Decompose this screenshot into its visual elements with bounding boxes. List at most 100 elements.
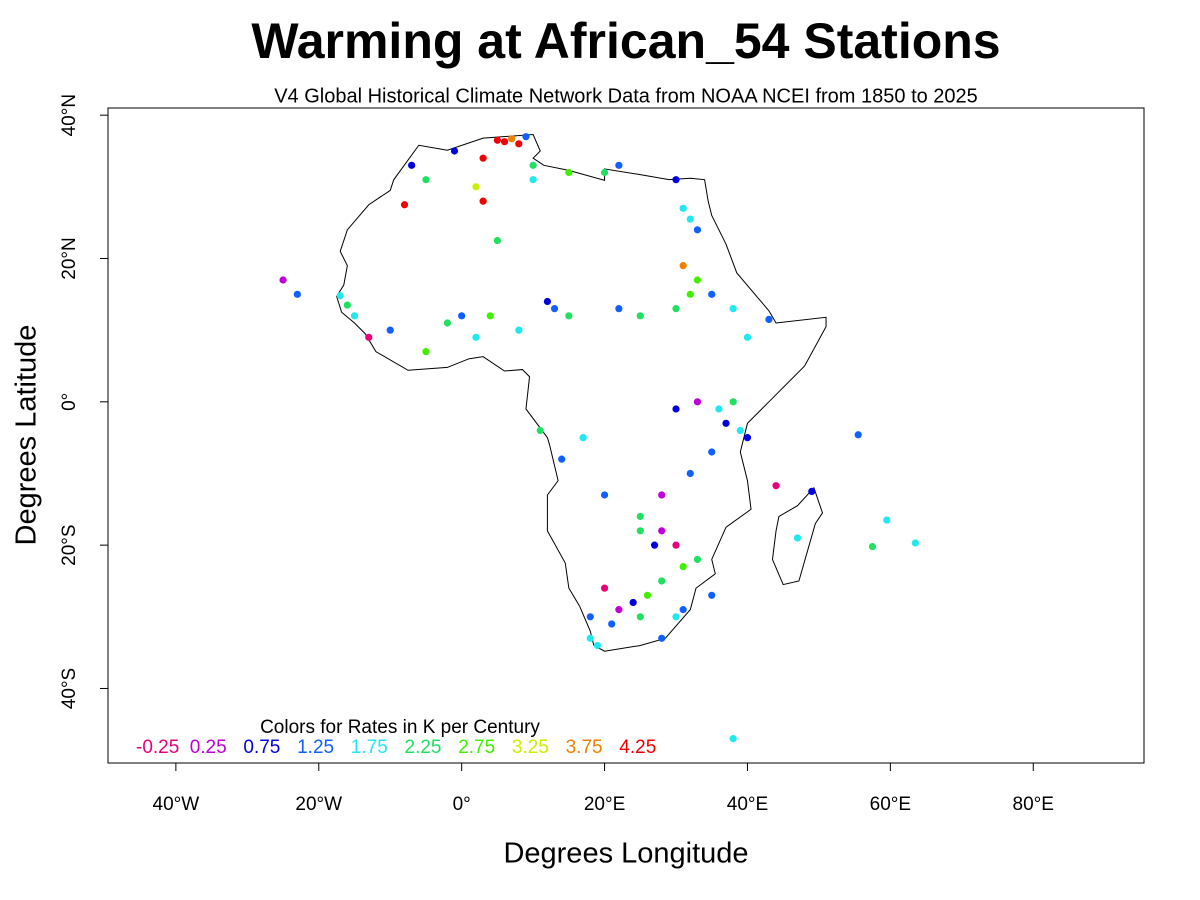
station	[643, 591, 652, 599]
chart-title: Warming at African_54 Stations	[251, 13, 1000, 69]
x-tick-label: 0°	[453, 794, 471, 815]
y-tick-label: 40°N	[59, 94, 80, 136]
station	[343, 301, 351, 309]
chart-subtitle: V4 Global Historical Climate Network Dat…	[274, 85, 978, 107]
station	[636, 527, 644, 535]
station	[586, 613, 594, 621]
station	[593, 641, 602, 650]
station	[336, 292, 344, 300]
station	[479, 197, 487, 205]
station	[650, 541, 659, 549]
station	[686, 215, 694, 223]
station	[608, 620, 616, 628]
station	[708, 290, 716, 298]
station	[743, 333, 752, 341]
station	[911, 539, 919, 547]
station	[536, 426, 544, 435]
station	[679, 204, 687, 212]
station	[629, 598, 637, 607]
station	[558, 455, 566, 463]
station	[672, 405, 680, 413]
legend-entry: 2.75	[458, 737, 495, 758]
station	[658, 491, 666, 499]
station	[400, 201, 409, 209]
legend-entry: 3.25	[512, 737, 549, 758]
legend-entry: 3.75	[566, 737, 603, 758]
coastline	[771, 486, 824, 586]
station	[443, 319, 451, 327]
y-axis-label: Degrees Latitude	[11, 325, 43, 546]
station	[493, 236, 501, 245]
station	[486, 312, 494, 320]
station	[686, 469, 694, 478]
station	[350, 312, 359, 320]
station	[658, 527, 666, 535]
station	[854, 431, 862, 439]
coastline	[336, 133, 827, 652]
station	[515, 140, 523, 148]
station	[693, 226, 702, 234]
legend-entry: 4.25	[619, 737, 656, 758]
y-tick-label: 0°	[59, 393, 80, 411]
station	[679, 262, 687, 270]
station	[565, 168, 573, 177]
station	[868, 542, 877, 551]
station	[883, 516, 891, 524]
station	[743, 434, 752, 442]
station	[579, 434, 587, 442]
station	[500, 138, 509, 146]
station	[615, 161, 623, 169]
legend-entry: 0.75	[243, 737, 280, 758]
station	[600, 168, 609, 177]
station	[708, 591, 716, 599]
x-tick-label: 40°E	[727, 794, 768, 815]
station	[472, 183, 480, 191]
station	[458, 312, 466, 320]
station	[472, 333, 480, 341]
station	[672, 305, 680, 313]
station	[600, 491, 609, 499]
y-tick-label: 20°N	[59, 237, 80, 279]
station	[772, 482, 780, 490]
station	[729, 305, 737, 313]
station	[600, 584, 609, 592]
station	[686, 290, 694, 298]
coastlines	[336, 133, 827, 652]
x-tick-label: 60°E	[870, 794, 911, 815]
station	[479, 154, 487, 162]
y-tick-label: 20°S	[59, 524, 80, 565]
station	[636, 613, 644, 621]
station	[636, 312, 644, 320]
station	[529, 161, 537, 169]
x-tick-label: 20°W	[295, 794, 342, 815]
x-axis-label: Degrees Longitude	[503, 838, 748, 870]
station	[715, 405, 723, 413]
station	[450, 147, 459, 155]
station	[672, 613, 680, 621]
station	[408, 161, 416, 169]
station	[508, 135, 516, 143]
legend-entry: 2.25	[405, 737, 442, 758]
station	[672, 541, 680, 549]
station	[550, 305, 559, 313]
station	[279, 276, 287, 284]
station	[615, 305, 623, 313]
station	[586, 634, 594, 642]
x-tick-label: 80°E	[1013, 794, 1054, 815]
station	[365, 333, 373, 341]
legend-entry: 1.75	[351, 737, 388, 758]
station	[679, 606, 687, 614]
legend-title: Colors for Rates in K per Century	[260, 717, 540, 738]
station	[422, 176, 430, 184]
station	[658, 634, 666, 642]
station	[636, 512, 644, 521]
station	[722, 419, 730, 427]
legend-entry: -0.25	[136, 737, 179, 758]
station	[543, 297, 552, 306]
station	[693, 276, 702, 284]
station	[386, 326, 394, 334]
station	[693, 555, 702, 564]
station	[493, 136, 501, 144]
station	[658, 577, 666, 585]
